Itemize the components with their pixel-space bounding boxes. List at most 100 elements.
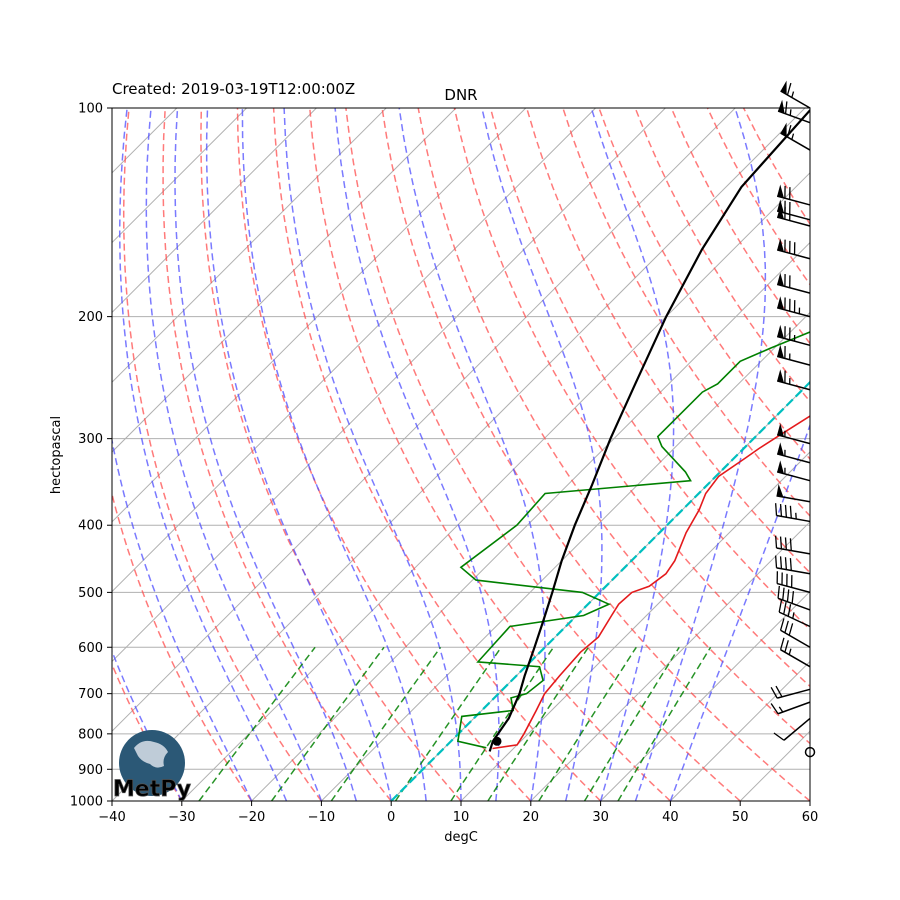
dry-adiabat bbox=[345, 108, 741, 801]
wind-barb bbox=[776, 460, 811, 482]
isotherm-line bbox=[530, 521, 810, 801]
barb-full bbox=[778, 599, 783, 613]
dry-adiabat bbox=[453, 108, 810, 688]
barb-full bbox=[779, 504, 783, 517]
barb-full bbox=[786, 589, 790, 602]
wind-barb bbox=[778, 599, 811, 628]
wind-barb bbox=[773, 717, 811, 741]
wind-barb bbox=[774, 555, 811, 575]
x-tick-label: 0 bbox=[387, 810, 395, 825]
x-tick-label: −20 bbox=[238, 810, 265, 825]
wind-barb bbox=[776, 205, 811, 227]
barb-flag bbox=[777, 272, 784, 287]
dry-adiabat bbox=[309, 108, 671, 801]
isotherm-line bbox=[321, 311, 810, 801]
isotherm-line bbox=[112, 108, 457, 453]
barb-half bbox=[791, 133, 795, 140]
barb-flag bbox=[777, 205, 784, 220]
barb-shaft bbox=[776, 195, 811, 206]
barb-shaft bbox=[776, 547, 811, 555]
barb-full bbox=[775, 685, 783, 698]
wind-barb bbox=[776, 369, 811, 391]
x-tick-label: 50 bbox=[732, 810, 749, 825]
barb-full bbox=[791, 591, 795, 604]
mixing-ratio-line bbox=[487, 646, 590, 801]
wind-barb bbox=[770, 685, 811, 699]
wind-barb bbox=[776, 184, 811, 206]
x-tick-label: 60 bbox=[802, 810, 819, 825]
x-tick-label: 20 bbox=[523, 810, 540, 825]
barb-half bbox=[789, 109, 792, 116]
barb-flag bbox=[777, 460, 784, 474]
barb-shaft bbox=[777, 701, 811, 715]
created-timestamp: Created: 2019-03-19T12:00:00Z bbox=[112, 80, 355, 98]
barb-shaft bbox=[776, 335, 811, 347]
wind-barb bbox=[776, 423, 811, 445]
sounding-profiles bbox=[456, 108, 810, 752]
barb-shaft bbox=[776, 471, 811, 482]
barb-shaft bbox=[780, 90, 811, 109]
dry-adiabat bbox=[272, 108, 602, 801]
barb-full bbox=[774, 503, 778, 516]
barb-full bbox=[789, 505, 792, 519]
barb-flag bbox=[777, 344, 784, 359]
wind-barb bbox=[780, 122, 811, 151]
dry-adiabat bbox=[122, 108, 323, 801]
barb-half bbox=[791, 91, 795, 98]
moist-adiabat bbox=[205, 108, 392, 801]
barb-full bbox=[779, 637, 785, 650]
barb-shaft bbox=[780, 132, 811, 151]
barb-full bbox=[779, 536, 783, 549]
barb-full bbox=[783, 601, 787, 615]
barb-shaft bbox=[776, 307, 811, 318]
wind-barb bbox=[776, 324, 811, 347]
barb-full bbox=[774, 535, 778, 549]
barb-full bbox=[786, 124, 792, 138]
dry-adiabat bbox=[562, 108, 810, 517]
x-tick-label: 10 bbox=[453, 810, 470, 825]
barb-full bbox=[789, 538, 792, 551]
barb-shaft bbox=[776, 283, 811, 294]
barb-full bbox=[777, 585, 780, 599]
barb-shaft bbox=[776, 216, 811, 227]
barb-full bbox=[770, 686, 778, 699]
barb-shaft bbox=[776, 434, 811, 445]
barb-shaft bbox=[778, 611, 811, 628]
y-tick-label: 100 bbox=[78, 102, 103, 117]
dry-adiabat bbox=[381, 108, 810, 801]
barb-flag bbox=[777, 369, 784, 383]
dry-adiabat bbox=[598, 108, 810, 461]
barb-half bbox=[788, 648, 792, 655]
barb-full bbox=[779, 618, 785, 631]
x-tick-label: 30 bbox=[592, 810, 609, 825]
logo-wordmark: MetPy bbox=[113, 777, 191, 802]
barb-shaft bbox=[776, 249, 811, 260]
barb-full bbox=[787, 604, 792, 617]
barb-shaft bbox=[776, 495, 811, 503]
mixing-ratio-line bbox=[583, 646, 680, 801]
x-axis: −40 −30 −20 −10 0 10 20 30 40 50 60 bbox=[98, 801, 818, 825]
wind-barb bbox=[776, 272, 811, 294]
moist-adiabat bbox=[241, 108, 427, 801]
barb-full bbox=[784, 557, 788, 570]
zero-degree-isotherm bbox=[390, 380, 810, 801]
barb-shaft bbox=[776, 688, 811, 699]
wind-barb bbox=[780, 80, 811, 109]
barb-full bbox=[770, 703, 779, 715]
parcel-profile-line bbox=[488, 108, 810, 752]
isotherm-line bbox=[251, 241, 810, 801]
moist-adiabat bbox=[118, 108, 288, 801]
isotherm-line bbox=[670, 660, 810, 801]
dry-adiabats bbox=[112, 108, 810, 801]
barb-shaft bbox=[776, 567, 811, 575]
temperature-profile-line bbox=[492, 415, 810, 750]
isotherm-line bbox=[112, 108, 247, 244]
y-tick-label: 500 bbox=[78, 586, 103, 601]
dry-adiabat bbox=[525, 108, 810, 574]
wind-barb bbox=[776, 442, 811, 464]
isotherm-line bbox=[112, 108, 317, 314]
mixing-ratio-line bbox=[450, 646, 555, 801]
mixing-ratio-line bbox=[538, 646, 637, 801]
barb-half bbox=[778, 706, 784, 713]
isotherm-line bbox=[112, 108, 527, 523]
